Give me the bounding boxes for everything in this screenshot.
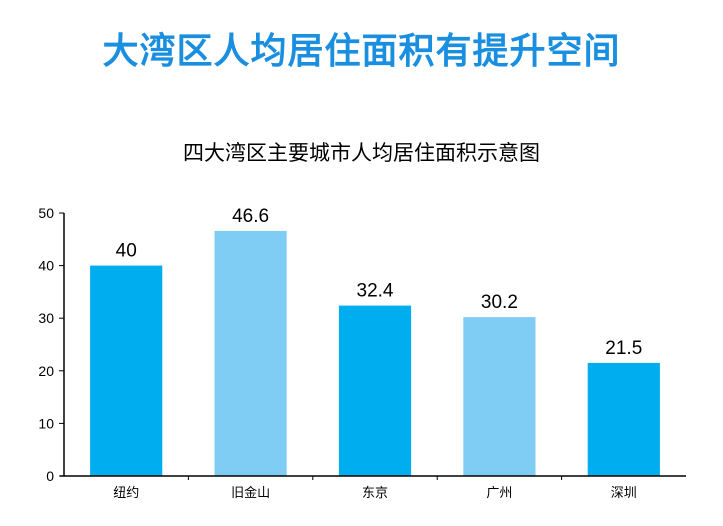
chart-title: 四大湾区主要城市人均居住面积示意图 [183,141,540,165]
bars-layer [90,230,660,476]
category-label-2: 旧金山 [231,485,270,501]
value-label-3: 32.4 [357,281,394,302]
bar-2 [214,230,287,476]
category-label-1: 纽约 [113,486,139,501]
bar-4 [463,317,536,476]
value-label-2: 46.6 [232,206,269,227]
y-tick-label-0: 0 [46,468,54,484]
y-tick-label-10: 10 [38,415,54,431]
page-title: 大湾区人均居住面积有提升空间 [102,31,621,72]
value-label-5: 21.5 [605,338,642,359]
category-label-3: 东京 [362,486,388,501]
bar-5 [587,362,660,476]
bar-3 [338,305,412,476]
bar-1 [90,265,163,476]
value-label-1: 40 [116,241,137,262]
axis-layer [59,212,686,480]
labels-layer: 40 纽约 46.6 旧金山 32.4 东京 30.2 广州 21.5 深圳 0 10 20 30 40 50 [38,205,642,501]
y-tick-label-30: 30 [38,310,54,326]
value-label-4: 30.2 [481,292,518,313]
category-label-5: 深圳 [611,486,637,501]
y-tick-label-50: 50 [38,205,54,221]
category-label-4: 广州 [486,486,512,501]
y-tick-label-40: 40 [38,258,54,274]
y-tick-label-20: 20 [38,363,54,379]
